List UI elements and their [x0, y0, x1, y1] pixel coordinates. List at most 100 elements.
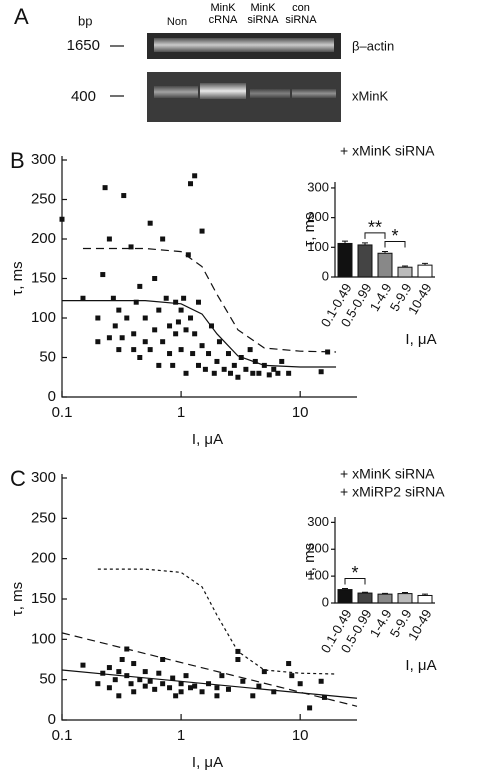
data-point: [137, 283, 143, 289]
data-point: [202, 366, 208, 372]
data-point: [156, 670, 162, 676]
data-point: [228, 370, 234, 376]
data-point: [152, 686, 158, 692]
y-tick-label: 200: [307, 541, 329, 556]
x-tick-label: 0.1: [52, 404, 73, 421]
lane-label-box: MinK siRNA: [247, 2, 278, 26]
error-bar: [362, 591, 368, 594]
annotation: + xMiRP2 siRNA: [340, 484, 445, 500]
data-point: [235, 657, 241, 662]
data-point: [112, 323, 118, 329]
data-point: [243, 366, 249, 372]
data-point: [128, 244, 134, 250]
data-point: [275, 370, 281, 376]
y-tick-label: 50: [39, 671, 56, 688]
data-point: [188, 685, 194, 691]
data-point: [116, 347, 122, 353]
y-tick-label: 0: [322, 268, 329, 283]
data-point: [142, 315, 148, 321]
data-point: [173, 693, 179, 699]
data-point: [185, 252, 191, 258]
data-point: [266, 372, 272, 378]
data-point: [160, 236, 166, 242]
data-point: [289, 673, 295, 679]
gel-band: [292, 89, 336, 98]
data-point: [247, 347, 253, 353]
data-point: [142, 683, 148, 689]
data-point: [106, 335, 112, 341]
data-point: [156, 307, 162, 313]
data-point: [102, 185, 108, 191]
significance-label: **: [368, 218, 382, 238]
data-point: [133, 299, 139, 305]
error-bar: [402, 592, 408, 594]
significance-bracket: [364, 232, 386, 239]
data-point: [318, 369, 324, 375]
data-point: [106, 236, 112, 242]
y-tick-label: 200: [307, 209, 329, 224]
error-bar: [422, 262, 428, 266]
data-point: [271, 689, 277, 695]
significance-label: *: [351, 563, 358, 583]
data-point: [321, 694, 327, 700]
data-point: [112, 677, 118, 683]
y-axis-label: τ, ms: [301, 212, 318, 246]
data-point: [152, 327, 158, 333]
data-point: [178, 681, 184, 687]
data-point: [173, 331, 179, 337]
y-axis-label: τ, ms: [9, 582, 26, 616]
data-point: [119, 657, 125, 662]
data-point: [178, 347, 184, 353]
error-bar: [342, 587, 348, 590]
annotation: + xMinK siRNA: [340, 143, 435, 159]
data-point: [256, 683, 262, 689]
data-point: [95, 681, 101, 687]
data-point: [231, 362, 237, 368]
data-point: [142, 339, 148, 345]
data-point: [59, 216, 65, 222]
data-point: [147, 347, 153, 353]
fit-curve: [82, 247, 337, 353]
y-tick-label: 300: [307, 514, 329, 529]
data-point: [80, 295, 86, 301]
data-point: [250, 370, 256, 376]
data-point: [199, 343, 205, 349]
y-tick-label: 250: [31, 190, 56, 207]
data-point: [106, 685, 112, 691]
data-point: [142, 669, 148, 675]
significance-label: *: [391, 226, 398, 246]
x-tick-label: 1: [177, 404, 185, 421]
error-bar: [362, 242, 368, 245]
y-axis-label: τ, ms: [9, 261, 26, 295]
data-point: [124, 315, 130, 321]
y-axis-label: τ, ms: [301, 543, 318, 577]
data-point: [279, 358, 285, 364]
y-tick-label: 250: [31, 509, 56, 526]
bar: [337, 589, 353, 604]
row-label: xMinK: [352, 88, 388, 103]
data-point: [80, 662, 86, 668]
bar: [357, 244, 373, 278]
data-point: [131, 689, 137, 695]
error-bar: [342, 240, 348, 244]
data-point: [106, 665, 112, 671]
data-point: [199, 228, 205, 234]
data-point: [214, 685, 220, 691]
y-tick-label: 300: [31, 151, 56, 168]
data-point: [147, 220, 153, 226]
data-point: [152, 276, 158, 281]
data-point: [235, 374, 241, 380]
data-point: [318, 678, 324, 684]
bar: [377, 252, 393, 278]
data-point: [100, 272, 106, 278]
gel-unit: bp: [78, 13, 92, 28]
data-point: [131, 347, 137, 353]
data-point: [170, 362, 176, 368]
data-point: [116, 307, 122, 313]
gel-band: [250, 89, 290, 98]
marker-label: 1650: [67, 37, 100, 54]
data-point: [183, 327, 189, 333]
data-point: [195, 362, 201, 368]
x-axis-label: I, μA: [192, 754, 223, 771]
